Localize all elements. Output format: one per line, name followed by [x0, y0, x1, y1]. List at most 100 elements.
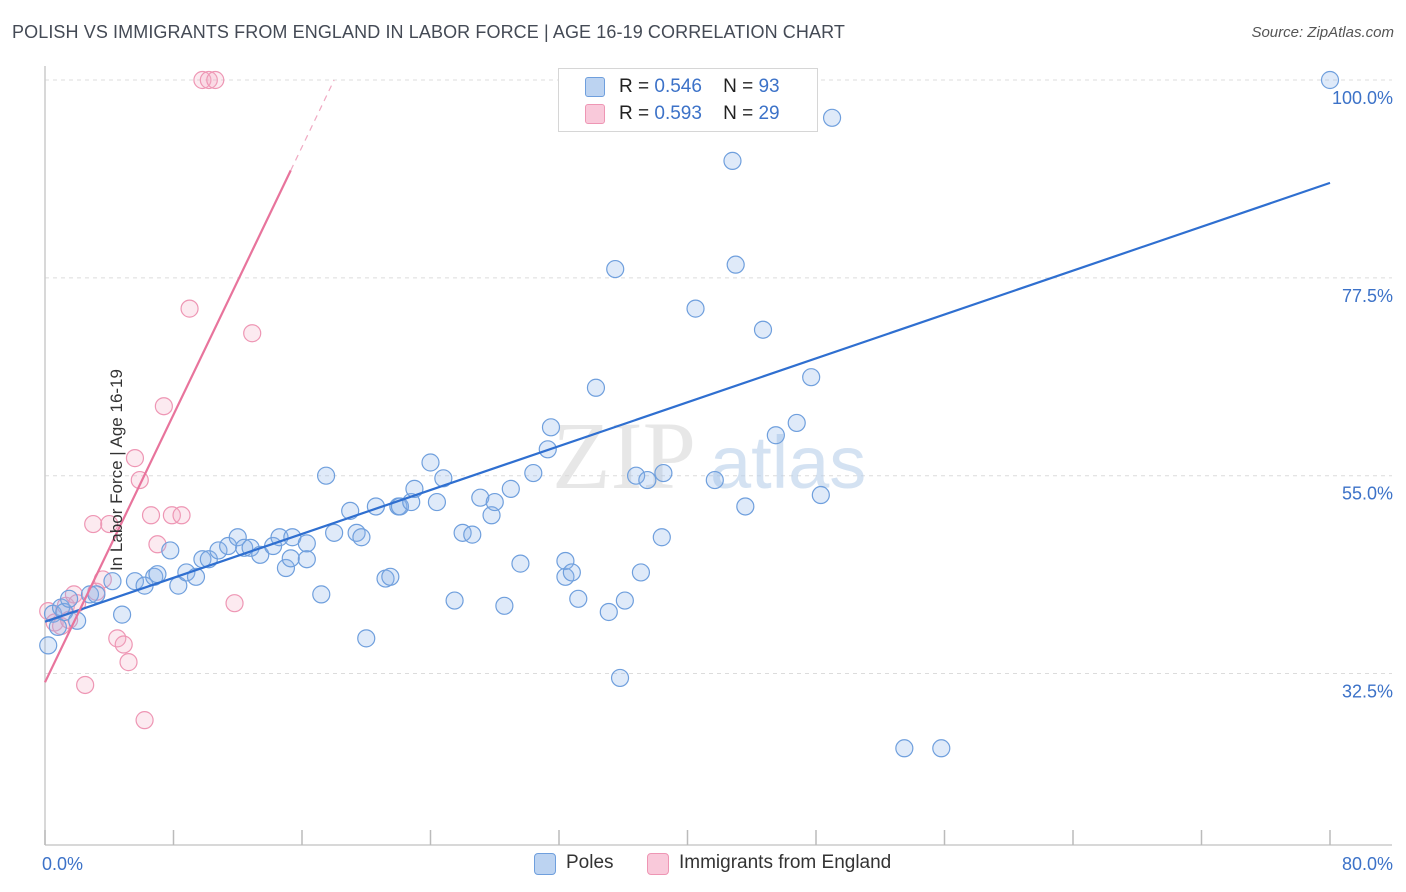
england-point — [199, 70, 218, 90]
poles-point — [524, 463, 543, 483]
poles-point — [112, 605, 132, 624]
poles-point — [569, 589, 588, 608]
poles-point — [281, 549, 300, 568]
poles-point — [610, 668, 630, 688]
poles-point — [501, 479, 520, 498]
england-point — [84, 514, 103, 534]
poles-point — [495, 596, 514, 615]
poles-point — [471, 488, 490, 507]
poles-point — [599, 602, 618, 622]
england-point — [135, 711, 154, 730]
poles-point — [297, 550, 316, 569]
poles-point — [822, 108, 842, 127]
poles-point — [895, 739, 914, 758]
trend-lines — [44, 79, 1331, 683]
y-tick-label: 55.0% — [1342, 484, 1393, 504]
poles-point — [325, 523, 344, 542]
poles-point — [357, 629, 376, 648]
poles-point — [562, 563, 581, 582]
poles-point — [686, 299, 705, 318]
poles-point — [726, 255, 745, 274]
england-point — [114, 635, 133, 654]
poles-point — [276, 558, 296, 578]
england-point — [172, 506, 191, 525]
poles-point — [228, 528, 247, 547]
legend-swatch-england — [585, 104, 605, 124]
poles-point — [381, 567, 400, 586]
poles-point — [638, 470, 657, 490]
poles-point — [352, 528, 371, 547]
poles-point — [541, 418, 561, 437]
england-point — [243, 324, 262, 343]
y-tick-label: 100.0% — [1332, 88, 1393, 108]
watermark-atlas: atlas — [710, 421, 866, 504]
legend-r-label: R = — [619, 103, 650, 124]
poles-point — [48, 617, 67, 637]
poles-point — [270, 528, 289, 547]
poles-point — [125, 572, 145, 591]
y-tick-label: 32.5% — [1342, 682, 1393, 702]
poles-point — [606, 259, 625, 279]
legend-swatch-poles — [585, 77, 605, 97]
source-label: Source: ZipAtlas.com — [1251, 24, 1394, 41]
axes — [44, 66, 1392, 846]
england-point — [100, 514, 119, 534]
poles-point — [723, 151, 742, 170]
england-point — [154, 397, 173, 416]
poles-point — [1320, 70, 1340, 90]
poles-point — [421, 453, 440, 472]
england-point — [162, 506, 181, 525]
y-tick-labels: 32.5% 55.0% 77.5% 100.0% — [1332, 88, 1393, 702]
bottom-legend-label-england: Immigrants from England — [679, 852, 892, 873]
legend-box: R = 0.546 N = 93 R = 0.593 N = 29 — [558, 68, 818, 132]
poles-point — [705, 470, 724, 490]
england-point — [180, 299, 199, 318]
poles-point — [556, 551, 575, 571]
poles-point — [736, 497, 755, 516]
x-tick-label-max: 80.0% — [1342, 854, 1393, 874]
poles-point — [485, 492, 504, 512]
england-point — [206, 70, 225, 90]
england-trend-extension — [290, 79, 335, 171]
england-point — [193, 70, 212, 90]
england-point — [141, 506, 161, 525]
poles-point — [463, 525, 482, 544]
england-point — [119, 653, 138, 672]
legend-n-label: N = — [723, 76, 754, 97]
poles-point — [161, 541, 180, 560]
england-point — [76, 675, 95, 695]
legend-r-value-poles: 0.546 — [654, 76, 702, 97]
england-trend-line — [44, 169, 292, 683]
poles-point — [631, 563, 651, 582]
poles-point — [811, 485, 830, 505]
poles-point — [802, 368, 821, 387]
poles-point — [652, 528, 671, 547]
chart-title: POLISH VS IMMIGRANTS FROM ENGLAND IN LAB… — [12, 22, 845, 42]
grid-lines — [45, 79, 1392, 675]
legend-r-value-england: 0.593 — [654, 103, 702, 124]
bottom-legend-swatch-england — [647, 853, 669, 875]
england-point — [125, 449, 145, 468]
x-tick-label-min: 0.0% — [42, 854, 83, 874]
legend-n-value-poles: 93 — [758, 76, 780, 97]
poles-points — [39, 70, 1340, 758]
legend-n-label: N = — [723, 103, 754, 124]
poles-point — [626, 466, 646, 485]
poles-point — [766, 426, 785, 445]
poles-trend-line — [44, 181, 1331, 623]
poles-point — [445, 591, 464, 610]
poles-point — [654, 463, 673, 483]
poles-point — [932, 739, 951, 758]
poles-point — [511, 554, 530, 573]
legend-n-value-england: 29 — [758, 103, 780, 124]
england-points — [39, 70, 262, 730]
poles-point — [103, 572, 122, 591]
legend-r-label: R = — [619, 76, 650, 97]
watermark-zip: ZIP — [552, 402, 696, 509]
poles-point — [427, 492, 447, 512]
poles-point — [312, 585, 331, 604]
bottom-legend-swatch-poles — [534, 853, 556, 875]
poles-point — [39, 636, 58, 655]
poles-point — [209, 541, 228, 560]
